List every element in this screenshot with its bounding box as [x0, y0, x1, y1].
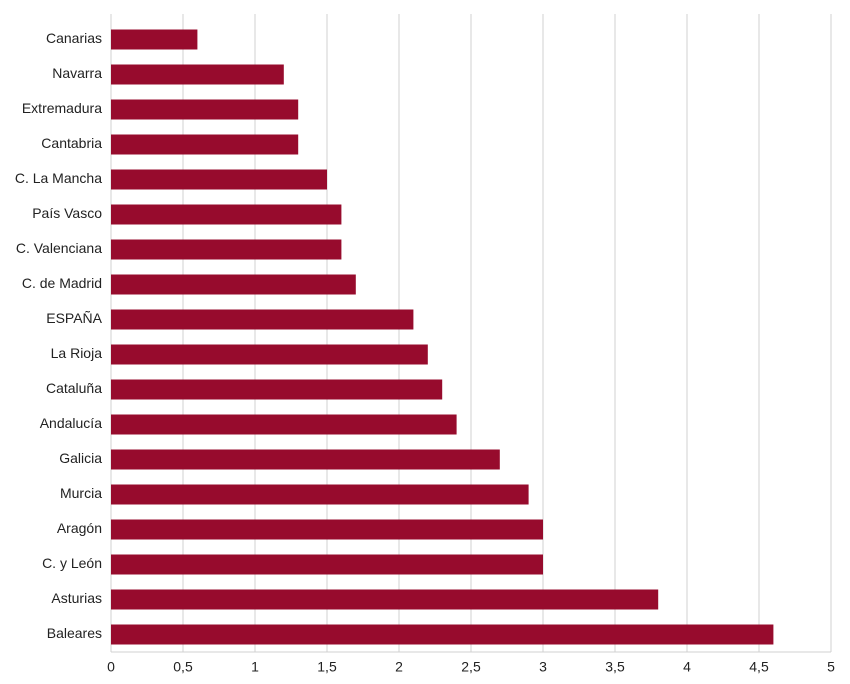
x-tick-label: 3: [539, 659, 547, 675]
x-tick-label: 1: [251, 659, 259, 675]
x-tick-label: 2,5: [461, 659, 481, 675]
bar: [111, 29, 198, 50]
x-tick-label: 4: [683, 659, 691, 675]
x-tick-label: 5: [827, 659, 835, 675]
x-tick-label: 3,5: [605, 659, 625, 675]
bar: [111, 204, 342, 225]
bar: [111, 589, 659, 610]
bar: [111, 449, 500, 470]
y-tick-label: Extremadura: [22, 100, 102, 116]
y-tick-label: Cataluña: [46, 380, 102, 396]
bar: [111, 99, 299, 120]
y-tick-label: Murcia: [60, 485, 102, 501]
y-tick-label: C. Valenciana: [16, 240, 102, 256]
bar: [111, 554, 543, 575]
y-tick-label: País Vasco: [32, 205, 102, 221]
y-tick-label: C. La Mancha: [15, 170, 102, 186]
bar: [111, 64, 284, 85]
y-tick-label: Asturias: [51, 590, 102, 606]
y-tick-label: Galicia: [59, 450, 102, 466]
y-tick-label: C. y León: [42, 555, 102, 571]
y-tick-label: C. de Madrid: [22, 275, 102, 291]
bar: [111, 414, 457, 435]
bar: [111, 624, 774, 645]
x-tick-label: 4,5: [749, 659, 769, 675]
bar: [111, 239, 342, 260]
x-tick-label: 2: [395, 659, 403, 675]
x-tick-label: 0,5: [173, 659, 193, 675]
y-tick-label: Navarra: [52, 65, 102, 81]
y-tick-label: Baleares: [47, 625, 102, 641]
bar: [111, 169, 327, 190]
bar: [111, 309, 414, 330]
bar: [111, 519, 543, 540]
bar: [111, 134, 299, 155]
y-tick-label: Canarias: [46, 30, 102, 46]
bar: [111, 484, 529, 505]
bar: [111, 274, 356, 295]
y-tick-label: ESPAÑA: [46, 310, 102, 326]
bar: [111, 344, 428, 365]
y-tick-label: Cantabria: [41, 135, 102, 151]
x-tick-label: 0: [107, 659, 115, 675]
y-tick-label: La Rioja: [51, 345, 103, 361]
x-tick-label: 1,5: [317, 659, 337, 675]
y-tick-label: Andalucía: [40, 415, 102, 431]
y-tick-label: Aragón: [57, 520, 102, 536]
bar: [111, 379, 443, 400]
